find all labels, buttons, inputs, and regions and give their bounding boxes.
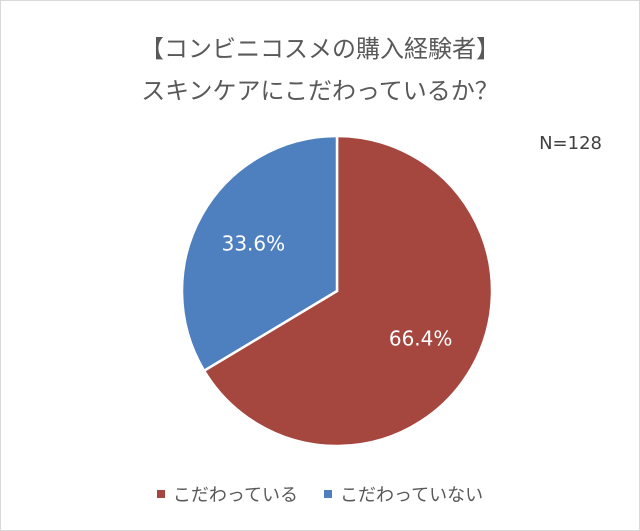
- legend-label-kodawatteinai: こだわっていない: [340, 485, 484, 506]
- chart-title-block: 【コンビニコスメの購入経験者】 スキンケアにこだわっているか？: [0, 28, 640, 112]
- pie-slice-0: [202, 134, 494, 448]
- legend-swatch-kodawatteinai: [324, 490, 332, 498]
- pie-slice-1: [180, 134, 339, 373]
- legend: こだわっている こだわっていない: [0, 481, 640, 507]
- sample-size-note: N=128: [539, 133, 602, 154]
- legend-label-kodawatteiru: こだわっている: [172, 485, 298, 506]
- legend-item-kodawatteinai: こだわっていない: [324, 481, 483, 507]
- legend-swatch-kodawatteiru: [156, 490, 165, 498]
- chart-subtitle: スキンケアにこだわっているか？: [141, 77, 499, 105]
- data-label-1: 33.6%: [222, 232, 286, 256]
- legend-item-kodawatteiru: こだわっている: [156, 481, 298, 507]
- chart-title: 【コンビニコスメの購入経験者】: [140, 35, 500, 63]
- data-label-0: 66.4%: [389, 326, 453, 350]
